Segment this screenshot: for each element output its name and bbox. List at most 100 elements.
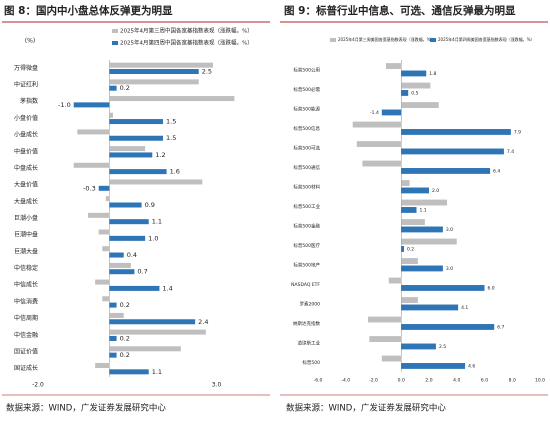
bar [401,324,495,330]
category-label: 中信周期 [14,314,38,322]
bar [388,277,402,284]
bar [362,160,402,167]
value-label: 7.9 [514,129,521,135]
bar [109,319,196,325]
category-label: 标普500工业 [293,203,320,210]
source: 数据来源：WIND，广发证券发展研究中心 [6,403,166,414]
x-tick-label: 6.0 [481,378,488,384]
category-label: 标普500通信 [293,164,320,171]
category-label: 中证红利 [14,81,38,89]
category-label: 中信稳定 [14,264,38,272]
value-label: 1.2 [155,151,165,159]
bar [401,102,439,108]
value-label: 0.2 [120,301,130,309]
value-label: 3.0 [446,266,453,272]
legend-label: 2025年4月第四周中国各宽基指数表现（涨跌幅，%） [120,39,253,47]
bar [401,187,429,194]
legend-swatch [112,29,118,33]
bar [109,96,235,102]
x-tick-label: -2.0 [369,378,378,384]
bar [401,285,485,291]
bar [109,152,153,158]
bar [73,102,110,108]
bar [109,85,117,91]
legend-label: 2025年4月第三周美国各宽基指数表现（涨跌幅，%） [338,36,435,42]
bar [401,129,511,135]
legend-swatch [430,38,436,42]
bar [109,146,146,152]
legend-swatch [112,41,118,45]
category-label: 小盘成长 [14,131,38,139]
bar [401,258,418,264]
value-label: 0.4 [127,251,137,259]
bar [109,352,117,358]
bar [401,304,459,311]
bar [109,79,199,85]
category-label: 标普500材料 [293,183,320,190]
bar [401,246,405,252]
bar [102,246,110,252]
bar [381,109,402,116]
x-tick-label: 10.0 [535,378,545,384]
bar [109,369,149,375]
value-label: 3.0 [446,227,453,233]
value-label: 0.2 [407,246,414,252]
source: 数据来源：WIND，广发证券发展研究中心 [286,403,446,414]
value-label: -0.3 [83,184,96,192]
value-label: 1.1 [152,218,162,226]
bar [401,297,418,303]
bar [401,168,491,174]
value-label: 0.9 [145,201,155,209]
bar [401,180,410,186]
value-label: 1.5 [166,118,176,126]
bar [109,202,142,208]
bar [385,63,402,69]
bar [109,112,113,118]
value-label: -1.4 [370,110,379,116]
bar [401,70,427,77]
bar [105,196,110,202]
bar [109,169,167,175]
category-label: NASDAQ ETF [291,282,320,288]
bar [109,219,149,225]
bar [109,346,181,352]
bar [77,129,110,135]
bar [95,279,110,285]
category-label: 标普500可选 [293,144,320,151]
value-label: 6.4 [493,168,500,174]
bar [401,265,443,272]
category-label: 大盘成长 [14,197,38,205]
value-label: 1.8 [429,71,436,77]
value-label: 6.7 [497,324,504,330]
value-label: -1.0 [58,101,71,109]
value-label: 2.5 [202,68,212,76]
bar [401,363,466,369]
value-label: 2.0 [432,188,439,194]
category-label: 标普500 [302,359,320,366]
bar [381,355,402,362]
x-tick-label: -6.0 [314,378,323,384]
x-tick-label: -2.0 [32,382,44,389]
value-label: 6.0 [488,285,495,291]
bar [109,329,206,335]
value-label: 7.4 [507,149,514,155]
category-label: 标普500必需 [293,86,320,93]
category-label: 国证价值 [14,347,38,355]
category-label: 纳斯达克指数 [293,320,320,327]
bar [367,316,402,323]
x-tick-label: 0.0 [398,378,405,384]
bar [401,226,443,233]
value-label: 1.1 [152,368,162,376]
value-label: 2.4 [198,318,208,326]
bar [102,296,110,302]
category-label: 标普500能源 [293,105,320,112]
chart-title: 图 8：国内中小盘总体反弹更为明显 [4,4,173,17]
bar [109,62,213,68]
category-label: 中信金融 [14,331,38,339]
category-label: 巨潮大盘 [14,247,38,255]
bar [356,141,402,147]
category-label: 中信消费 [14,297,38,305]
category-label: 标普500地产 [293,261,320,268]
category-label: 巨潮中盘 [14,231,38,239]
